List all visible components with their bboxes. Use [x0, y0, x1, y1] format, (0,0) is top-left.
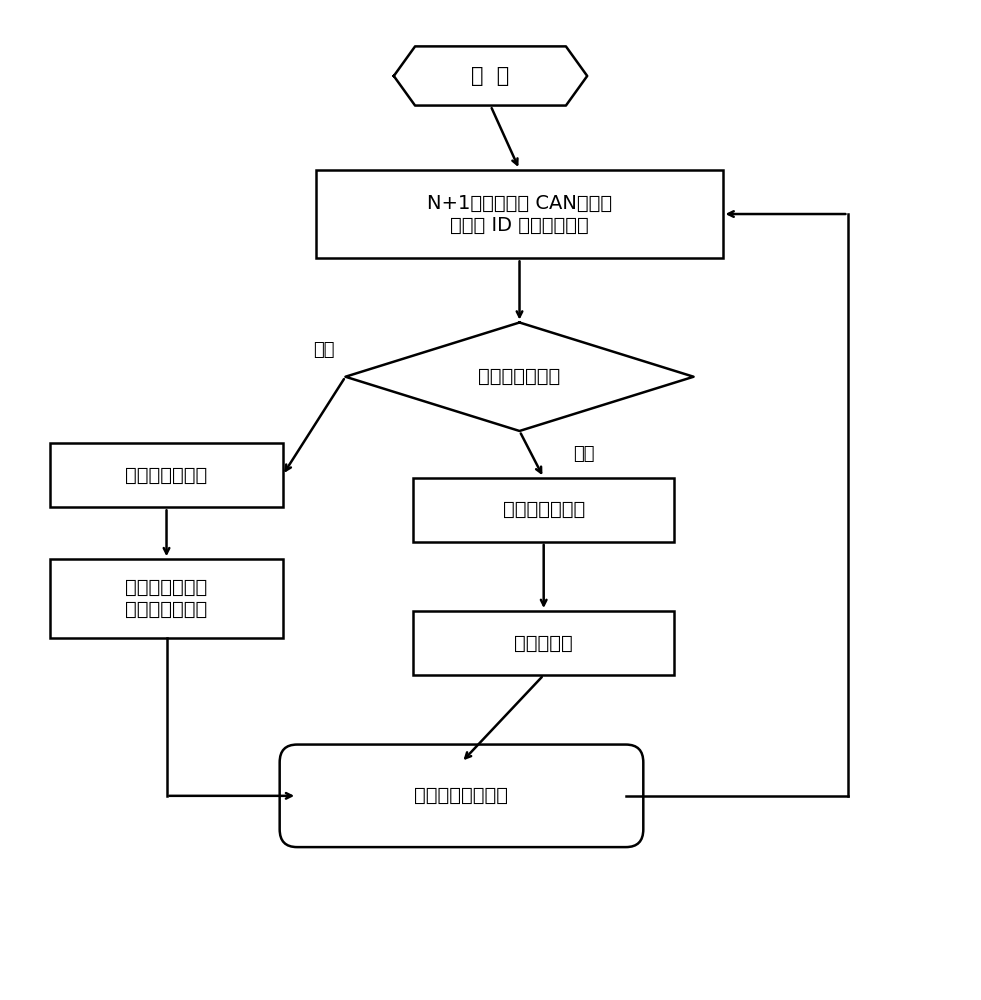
Text: 丢弃电流前馈环: 丢弃电流前馈环	[126, 466, 208, 485]
Text: N+1个电源模块 CAN通信发
布自身 ID 和负载电流值: N+1个电源模块 CAN通信发 布自身 ID 和负载电流值	[427, 194, 612, 235]
Text: 执行电流环: 执行电流环	[514, 633, 573, 652]
Text: 从机: 从机	[573, 445, 594, 463]
FancyBboxPatch shape	[50, 443, 283, 507]
Polygon shape	[345, 322, 694, 431]
Polygon shape	[393, 46, 588, 106]
Text: 引入电流前馈环: 引入电流前馈环	[502, 500, 585, 519]
FancyBboxPatch shape	[413, 611, 674, 675]
Text: 开  始: 开 始	[472, 66, 509, 86]
FancyBboxPatch shape	[50, 559, 283, 638]
Text: 主从机竞争机制: 主从机竞争机制	[479, 367, 560, 386]
FancyBboxPatch shape	[413, 478, 674, 542]
Text: 以并机电压为基
准，执行电流环: 以并机电压为基 准，执行电流环	[126, 578, 208, 619]
Text: 主机: 主机	[313, 341, 335, 359]
FancyBboxPatch shape	[280, 745, 644, 847]
FancyBboxPatch shape	[317, 170, 723, 258]
Text: 数字均流控制完成: 数字均流控制完成	[415, 786, 508, 805]
